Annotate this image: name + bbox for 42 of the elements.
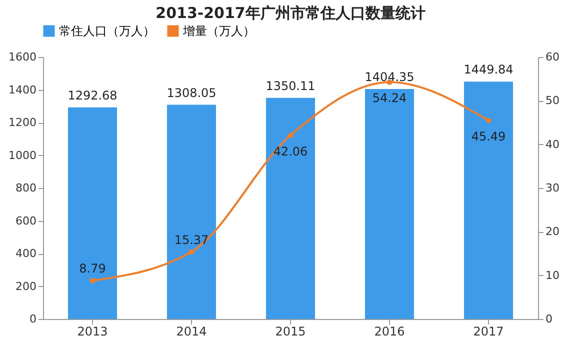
y2-tick-label: 40 [546, 138, 560, 151]
x-tick-label: 2016 [374, 324, 405, 338]
point [486, 118, 492, 124]
y-tick-label: 600 [16, 214, 36, 228]
y-tick-label: 1200 [8, 116, 36, 129]
y2-tick-label: 20 [546, 225, 560, 238]
y-tick-label: 1400 [8, 83, 36, 96]
y2-tick-label: 60 [546, 50, 560, 64]
y2-tick-label: 10 [546, 268, 560, 282]
legend-label: 增量（万人） [182, 24, 255, 38]
bar [365, 89, 414, 319]
x-tick-label: 2014 [176, 324, 207, 338]
point [188, 249, 194, 255]
y-tick-label: 400 [16, 247, 36, 260]
bar [68, 107, 118, 319]
y-tick-label: 1000 [8, 148, 36, 162]
y2-tick-label: 30 [546, 182, 560, 194]
point [288, 132, 294, 138]
y-tick-label: 0 [30, 312, 36, 326]
data-label: 1350.11 [266, 78, 316, 93]
data-label: 1449.84 [464, 62, 514, 77]
point [90, 278, 96, 284]
bar [464, 82, 514, 319]
y2-tick-label: 50 [546, 94, 560, 108]
data-label: 54.24 [372, 91, 407, 106]
y-tick-label: 1600 [8, 50, 36, 64]
y-tick-label: 800 [16, 182, 36, 194]
data-label: 42.06 [273, 144, 308, 158]
data-label: 1308.05 [166, 86, 216, 100]
bar [167, 104, 216, 319]
data-label: 45.49 [471, 129, 506, 144]
x-tick-label: 2017 [473, 324, 504, 338]
legend-label: 常住人口（万人） [59, 24, 155, 38]
data-label: 8.79 [79, 262, 106, 276]
x-tick-label: 2015 [275, 324, 306, 338]
bar [266, 98, 316, 319]
y-tick-label: 200 [16, 280, 36, 293]
data-label: 1404.35 [364, 70, 414, 84]
y2-tick-label: 0 [546, 312, 552, 326]
chart-title: 2013-2017年广州市常住人口数量统计 [156, 4, 426, 22]
x-tick-label: 2013 [77, 324, 108, 338]
data-label: 1292.68 [68, 88, 118, 102]
